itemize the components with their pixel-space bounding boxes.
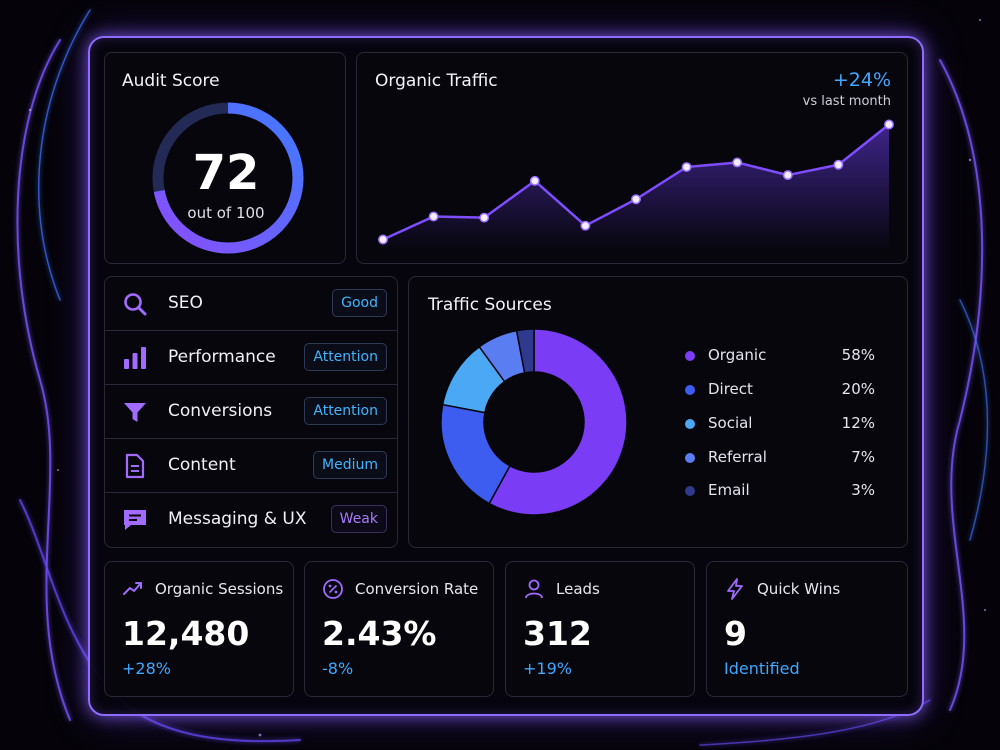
traffic-area-fill [383, 124, 889, 251]
category-label: Messaging & UX [168, 509, 307, 529]
category-label: Content [168, 455, 236, 475]
percent-icon [323, 579, 343, 599]
user-icon [525, 579, 543, 599]
donut-slice-email[interactable] [515, 328, 535, 374]
traffic-point[interactable] [833, 159, 844, 170]
kpi-title: Organic Sessions [155, 580, 284, 598]
traffic-point[interactable] [378, 234, 388, 245]
category-row-performance[interactable]: Performance Attention [105, 331, 397, 385]
legend-dot [685, 486, 695, 496]
category-status-badge: Attention [304, 397, 387, 425]
lightning-icon [727, 578, 743, 600]
category-row-seo[interactable]: SEO Good [105, 277, 397, 331]
category-row-conversions[interactable]: Conversions Attention [105, 385, 397, 439]
legend-dot [685, 351, 695, 361]
traffic-point[interactable] [529, 175, 540, 186]
category-status-badge: Good [332, 289, 387, 317]
category-label: Performance [168, 347, 276, 367]
organic-traffic-delta: +24% [832, 69, 891, 91]
legend-value: 3% [851, 481, 875, 499]
legend-value: 12% [841, 414, 875, 432]
search-icon [124, 293, 147, 316]
traffic-point[interactable] [884, 119, 894, 130]
audit-score-caption: out of 100 [187, 204, 265, 222]
kpi-card-leads: Leads 312 +19% [505, 561, 695, 697]
kpi-card-organic-sessions: Organic Sessions 12,480 +28% [104, 561, 294, 697]
kpi-delta: +28% [122, 659, 171, 678]
legend-dot [685, 419, 695, 429]
legend-dot [685, 385, 695, 395]
legend-item-organic: Organic 58% [685, 345, 875, 367]
legend-label: Organic [708, 346, 767, 364]
category-row-messaging-ux[interactable]: Messaging & UX Weak [105, 493, 397, 547]
kpi-value: 12,480 [122, 614, 250, 653]
organic-traffic-chart [378, 119, 894, 251]
traffic-point[interactable] [681, 162, 692, 173]
trend-up-icon [123, 582, 142, 595]
audit-score-gauge [152, 102, 304, 254]
legend-item-email: Email 3% [685, 480, 875, 502]
kpi-value: 9 [724, 614, 747, 653]
kpi-title: Quick Wins [757, 580, 841, 598]
kpi-delta: +19% [523, 659, 572, 678]
organic-traffic-card: Organic Traffic +24% vs last month [356, 52, 908, 264]
traffic-point[interactable] [428, 211, 439, 222]
legend-dot [685, 453, 695, 463]
organic-traffic-delta-caption: vs last month [802, 94, 891, 109]
traffic-sources-donut [440, 328, 628, 516]
category-status-badge: Medium [313, 451, 387, 479]
donut-slice-organic[interactable] [488, 328, 628, 516]
audit-score-arc [152, 102, 304, 254]
category-status-badge: Weak [330, 505, 387, 533]
traffic-point[interactable] [732, 157, 743, 168]
legend-value: 20% [841, 380, 875, 398]
legend-value: 58% [841, 346, 875, 364]
kpi-value: 2.43% [322, 614, 437, 653]
audit-score-value: 72 [192, 145, 260, 201]
kpi-value: 312 [523, 614, 592, 653]
funnel-icon [124, 403, 146, 422]
traffic-point[interactable] [580, 220, 591, 231]
traffic-point[interactable] [782, 170, 793, 181]
organic-traffic-title: Organic Traffic [375, 71, 498, 91]
legend-item-direct: Direct 20% [685, 379, 875, 401]
traffic-sources-title: Traffic Sources [428, 295, 552, 315]
audit-score-title: Audit Score [122, 71, 220, 91]
chat-icon [124, 510, 146, 530]
category-row-content[interactable]: Content Medium [105, 439, 397, 493]
kpi-card-quick-wins: Quick Wins 9 Identified [706, 561, 908, 697]
legend-item-social: Social 12% [685, 413, 875, 435]
kpi-title: Leads [556, 580, 600, 598]
category-label: SEO [168, 293, 203, 313]
kpi-title: Conversion Rate [355, 580, 479, 598]
legend-label: Referral [708, 448, 767, 466]
bar-chart-icon [124, 347, 146, 369]
document-icon [125, 453, 145, 479]
kpi-card-conversion-rate: Conversion Rate 2.43% -8% [304, 561, 494, 697]
traffic-sources-card: Traffic Sources Organic 58% Direct 20% S… [408, 276, 908, 548]
legend-value: 7% [851, 448, 875, 466]
category-status-badge: Attention [304, 343, 387, 371]
legend-item-referral: Referral 7% [685, 447, 875, 469]
audit-categories-list: SEO Good Performance Attention Conversio… [104, 276, 398, 548]
legend-label: Direct [708, 380, 753, 398]
kpi-delta: Identified [724, 659, 800, 678]
traffic-point[interactable] [479, 212, 490, 223]
category-label: Conversions [168, 401, 273, 421]
legend-label: Email [708, 481, 750, 499]
kpi-delta: -8% [322, 659, 354, 678]
audit-score-card: Audit Score 72 out of 100 [104, 52, 346, 264]
legend-label: Social [708, 414, 753, 432]
traffic-point[interactable] [631, 194, 641, 205]
